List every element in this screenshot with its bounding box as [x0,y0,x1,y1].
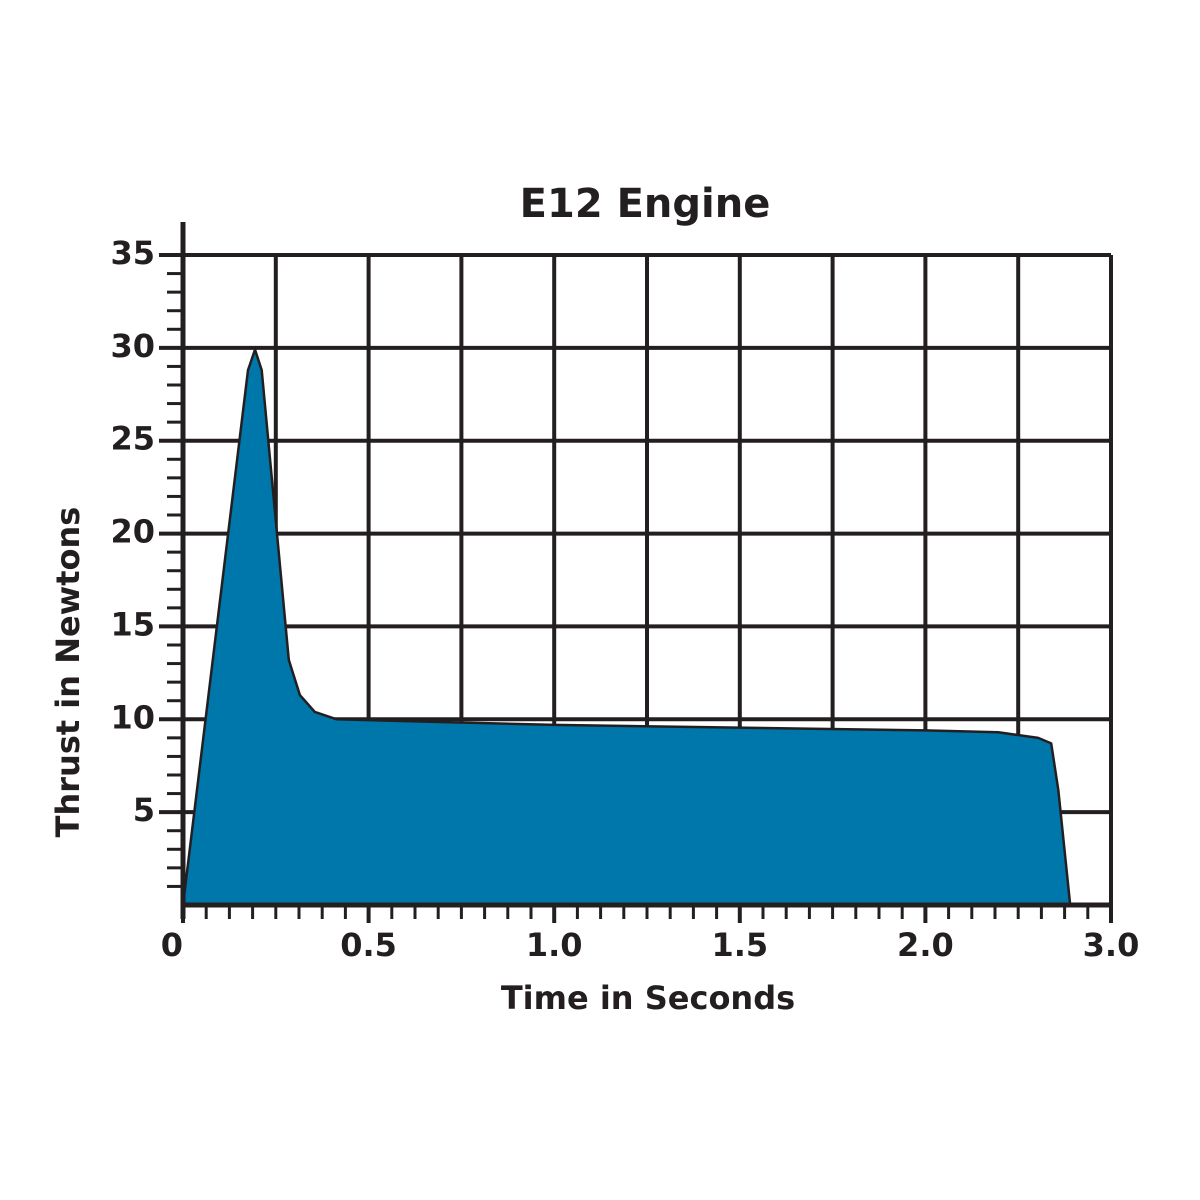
y-tick-label: 5 [133,791,155,829]
x-tick-label: 1.0 [526,926,583,964]
x-axis-label: Time in Seconds [501,979,795,1017]
y-axis-label: Thrust in Newtons [49,507,87,838]
x-tick-label: 1.5 [711,926,768,964]
y-tick-label: 10 [110,698,155,736]
x-tick-label: 0.5 [340,926,397,964]
x-tick-label: 0 [161,926,183,964]
y-tick-label: 15 [110,605,155,643]
y-tick-label: 35 [110,234,155,272]
y-tick-label: 20 [110,513,155,551]
x-tick-label: 2.0 [897,926,954,964]
chart-title: E12 Engine [520,181,771,227]
thrust-area [181,348,1072,907]
x-tick-label: 3.0 [1083,926,1140,964]
y-tick-label: 30 [110,327,155,365]
y-tick-label: 25 [110,420,155,458]
